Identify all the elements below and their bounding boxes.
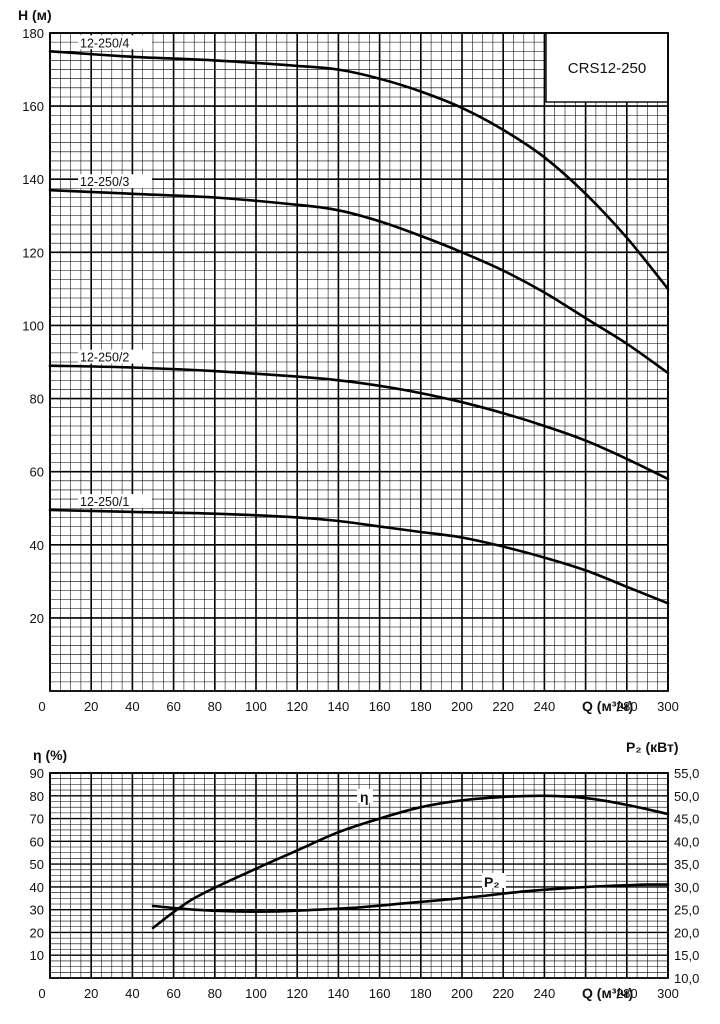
head-x-tick-label: 120 <box>286 699 308 714</box>
power-curve-label-bg <box>482 873 506 888</box>
eff-y-tick-label: 10 <box>30 948 44 963</box>
power-y-tick-label: 55,0 <box>674 766 699 781</box>
head-y-tick-label: 60 <box>30 465 44 480</box>
head-curve-12-250-3 <box>48 188 670 375</box>
power-y-tick-label: 10,0 <box>674 971 699 986</box>
head-x-tick-label: 140 <box>328 699 350 714</box>
head-curve-label-bg <box>78 35 152 50</box>
power-y-tick-label: 30,0 <box>674 880 699 895</box>
eff-x-tick-label: 160 <box>369 986 391 1001</box>
head-curve-label: 12-250/3 <box>80 175 129 189</box>
head-x-tick-label: 280 <box>616 699 638 714</box>
eff-plot-frame <box>49 772 669 979</box>
eff-y-tick-label: 50 <box>30 857 44 872</box>
head-x-tick-label: 220 <box>492 699 514 714</box>
model-box <box>545 32 669 103</box>
head-y-tick-label: 80 <box>30 392 44 407</box>
head-x-tick-label: 40 <box>125 699 139 714</box>
head-x-tick-label: 20 <box>84 699 98 714</box>
eff-x-tick-label: 0 <box>38 986 45 1001</box>
head-curve-label: 12-250/2 <box>80 351 129 365</box>
eff-x-tick-label: 60 <box>166 986 180 1001</box>
eff-x-tick-label: 220 <box>492 986 514 1001</box>
head-y-tick-label: 140 <box>22 172 44 187</box>
power-y-tick-label: 45,0 <box>674 812 699 827</box>
power-y-tick-label: 15,0 <box>674 948 699 963</box>
head-curve-label: 12-250/4 <box>80 36 129 50</box>
head-curve-12-250-1 <box>48 508 670 605</box>
head-y-axis-label: H (м) <box>18 7 52 23</box>
head-y-tick-label: 40 <box>30 538 44 553</box>
eff-x-tick-label: 200 <box>451 986 473 1001</box>
head-y-tick-label: 160 <box>22 99 44 114</box>
eff-y-tick-label: 40 <box>30 880 44 895</box>
power-y-tick-label: 35,0 <box>674 857 699 872</box>
head-x-axis-label: Q (м³/ч) <box>582 698 633 714</box>
eff-curve-label: η <box>360 789 369 805</box>
eff-x-tick-label: 100 <box>245 986 267 1001</box>
eff-x-tick-label: 80 <box>208 986 222 1001</box>
power-y-tick-label: 50,0 <box>674 789 699 804</box>
eff-y-tick-label: 30 <box>30 903 44 918</box>
power-curve <box>151 883 670 914</box>
eff-y-tick-label: 20 <box>30 925 44 940</box>
head-y-tick-label: 120 <box>22 245 44 260</box>
eff-x-tick-label: 280 <box>616 986 638 1001</box>
head-x-tick-label: 60 <box>166 699 180 714</box>
eff-x-tick-label: 140 <box>328 986 350 1001</box>
head-curve-12-250-2 <box>48 364 670 481</box>
head-x-tick-label: 180 <box>410 699 432 714</box>
eff-x-axis-label: Q (м³/ч) <box>582 985 633 1001</box>
eff-y-tick-label: 80 <box>30 789 44 804</box>
head-x-tick-label: 0 <box>38 699 45 714</box>
head-curve-label-bg <box>78 494 152 509</box>
head-x-tick-label: 160 <box>369 699 391 714</box>
power-y-tick-label: 20,0 <box>674 925 699 940</box>
power-y-tick-label: 25,0 <box>674 903 699 918</box>
eff-y-tick-label: 60 <box>30 834 44 849</box>
head-x-tick-label: 240 <box>534 699 556 714</box>
head-curve-label-bg <box>78 174 152 189</box>
head-curve-label: 12-250/1 <box>80 495 129 509</box>
head-y-tick-label: 180 <box>22 26 44 41</box>
head-chart: CRS12-250 20 40 60 80 100 120 140 160 180 0 20 40 60 8… <box>18 7 679 714</box>
head-x-tick-label: 80 <box>208 699 222 714</box>
eff-x-tick-label: 180 <box>410 986 432 1001</box>
head-x-tick-label: 300 <box>657 699 679 714</box>
power-curve-label: P₂ <box>484 874 500 890</box>
head-y-tick-label: 20 <box>30 611 44 626</box>
eff-x-tick-label: 300 <box>657 986 679 1001</box>
head-y-tick-label: 100 <box>22 318 44 333</box>
eff-y-tick-label: 90 <box>30 766 44 781</box>
head-curve-label-bg <box>78 349 152 364</box>
eff-y-tick-label: 70 <box>30 812 44 827</box>
eff-x-tick-label: 120 <box>286 986 308 1001</box>
power-y-tick-label: 40,0 <box>674 834 699 849</box>
head-x-tick-label: 100 <box>245 699 267 714</box>
power-y-axis-label: P₂ (кВт) <box>626 739 679 755</box>
efficiency-power-chart: 10 20 30 40 50 60 70 80 90 10,0 15,0 20,0 25,0 30,0 35… <box>30 739 700 1001</box>
efficiency-curve <box>151 794 670 930</box>
eff-y-axis-label: η (%) <box>33 747 67 763</box>
eff-x-tick-label: 240 <box>534 986 556 1001</box>
model-label: CRS12-250 <box>568 60 646 77</box>
head-x-tick-label: 200 <box>451 699 473 714</box>
eff-x-tick-label: 40 <box>125 986 139 1001</box>
eff-x-tick-label: 20 <box>84 986 98 1001</box>
eff-curve-label-bg <box>357 789 373 803</box>
head-plot-frame <box>49 32 669 692</box>
head-curve-12-250-4 <box>48 50 670 291</box>
